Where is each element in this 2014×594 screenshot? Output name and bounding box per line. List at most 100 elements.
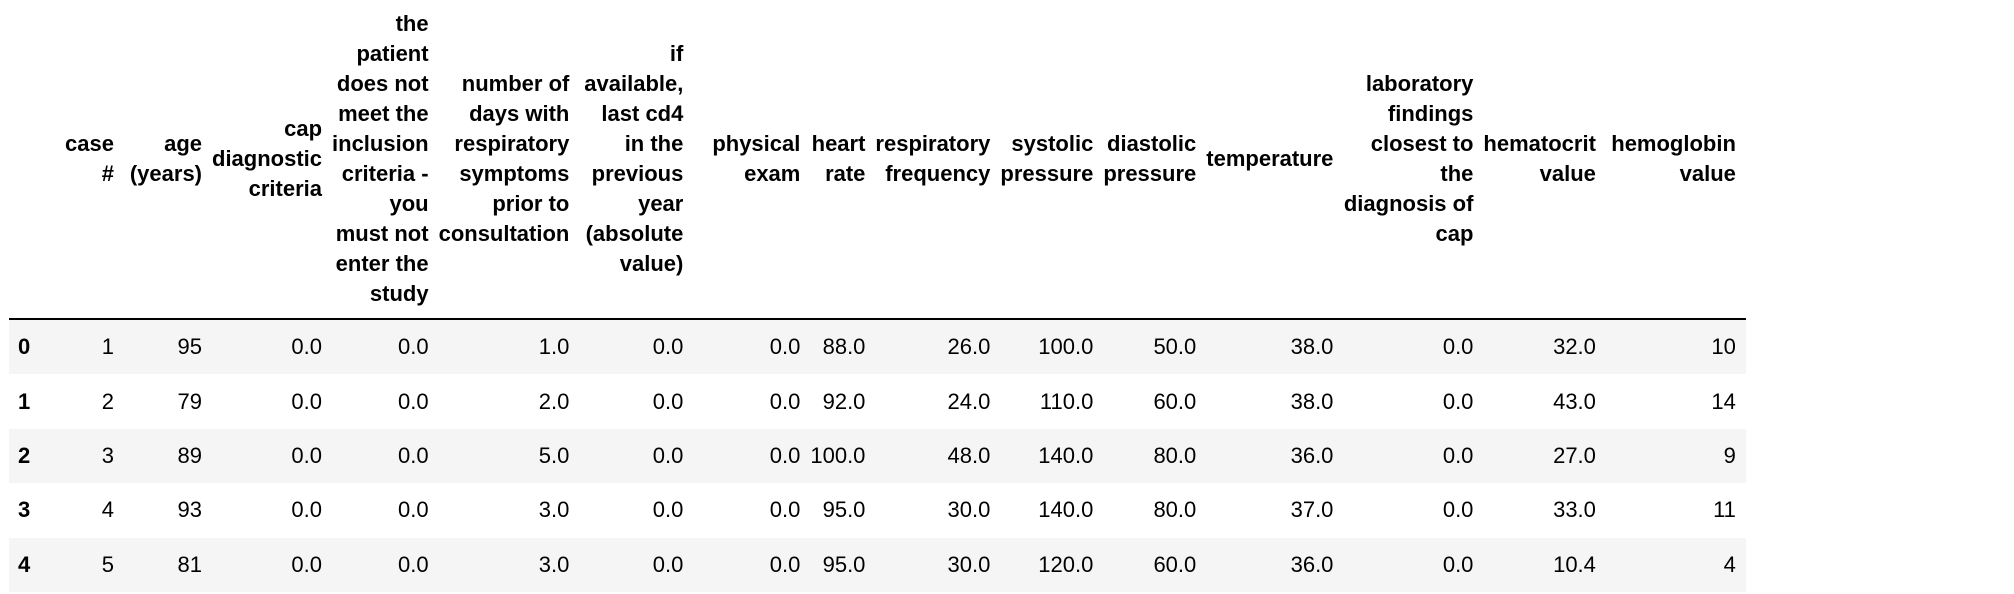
table-cell: 0.0 <box>1442 388 1474 414</box>
table-cell: 3.0 <box>538 497 570 523</box>
table-cell: 1.0 <box>538 334 570 360</box>
table-cell: 48.0 <box>947 442 991 468</box>
table-cell: 0.0 <box>291 334 323 360</box>
column-header: age (years) <box>124 0 212 319</box>
table-cell: 0.0 <box>291 442 323 468</box>
table-cell: 0.0 <box>397 442 429 468</box>
table-cell: 5.0 <box>538 442 570 468</box>
table-cell: 2 <box>101 388 114 414</box>
column-header-label: cap diagnostic criteria <box>212 116 323 201</box>
table-cell: 0.0 <box>769 334 801 360</box>
table-cell: 92.0 <box>822 388 866 414</box>
table-cell: 0.0 <box>291 497 323 523</box>
table-row: 4 5 81 0.0 0.0 3.0 0.0 0.0 95.0 30.0 120.0 60.0 36.0… <box>9 537 1746 592</box>
table-row: 3 4 93 0.0 0.0 3.0 0.0 0.0 95.0 30.0 140.0 80.0 37.0… <box>9 483 1746 538</box>
index-header <box>9 0 49 319</box>
table-cell: 79 <box>177 388 202 414</box>
table-cell: 80.0 <box>1153 497 1197 523</box>
row-index: 2 <box>18 442 31 468</box>
table-row: 0 1 95 0.0 0.0 1.0 0.0 0.0 88.0 26.0 100.0 50.0 38.0… <box>9 319 1746 375</box>
table-cell: 10 <box>1711 334 1736 360</box>
table-cell: 0.0 <box>652 442 684 468</box>
table-cell: 0.0 <box>397 388 429 414</box>
table-cell: 0.0 <box>291 388 323 414</box>
table-cell: 0.0 <box>769 551 801 577</box>
table-cell: 0.0 <box>652 497 684 523</box>
column-header-label: respiratory frequency <box>875 131 991 186</box>
table-cell: 81 <box>177 551 202 577</box>
table-cell: 100.0 <box>1038 334 1094 360</box>
table-cell: 38.0 <box>1290 388 1334 414</box>
column-header: if available, last cd4 in the previous y… <box>579 0 693 319</box>
column-header-label: number of days with respiratory symptoms… <box>438 71 570 246</box>
table-cell: 0.0 <box>652 551 684 577</box>
column-header-label: age (years) <box>129 131 202 186</box>
table-cell: 11 <box>1713 497 1736 523</box>
table-body: 0 1 95 0.0 0.0 1.0 0.0 0.0 88.0 26.0 100.0 50.0 38.0… <box>9 319 1746 592</box>
table-cell: 24.0 <box>947 388 991 414</box>
column-header: heart rate <box>810 0 875 319</box>
row-index: 1 <box>18 388 31 414</box>
row-index: 3 <box>18 497 31 523</box>
column-header: hemoglobin value <box>1606 0 1746 319</box>
table-cell: 100.0 <box>810 442 866 468</box>
dataframe-table: case # age (years) cap diagnostic criter… <box>9 0 1746 592</box>
column-header-label: if available, last cd4 in the previous y… <box>584 41 684 276</box>
column-header-label: hematocrit value <box>1483 131 1596 186</box>
table-cell: 36.0 <box>1290 442 1334 468</box>
column-header-label: hemoglobin value <box>1611 131 1736 186</box>
column-header: respiratory frequency <box>875 0 1000 319</box>
table-cell: 2.0 <box>538 388 570 414</box>
column-header: temperature <box>1206 0 1343 319</box>
column-header-label: heart rate <box>811 131 866 186</box>
table-cell: 95.0 <box>822 497 866 523</box>
column-header-label: the patient does not meet the inclusion … <box>332 11 429 306</box>
column-header: laboratory findings closest to the diagn… <box>1343 0 1483 319</box>
column-header: case # <box>49 0 124 319</box>
table-cell: 0.0 <box>1442 497 1474 523</box>
table-cell: 0.0 <box>652 388 684 414</box>
table-cell: 36.0 <box>1290 551 1334 577</box>
table-cell: 0.0 <box>1442 551 1474 577</box>
table-cell: 27.0 <box>1553 442 1596 468</box>
column-header: the patient does not meet the inclusion … <box>332 0 439 319</box>
table-cell: 0.0 <box>291 551 323 577</box>
table-cell: 60.0 <box>1153 388 1197 414</box>
row-index: 0 <box>18 334 31 360</box>
table-cell: 5 <box>101 551 114 577</box>
column-header-label: case # <box>65 131 114 186</box>
table-cell: 9 <box>1723 442 1736 468</box>
column-header: number of days with respiratory symptoms… <box>439 0 580 319</box>
table-cell: 1 <box>101 334 114 360</box>
column-header-label: physical exam <box>712 131 801 186</box>
table-cell: 120.0 <box>1038 551 1094 577</box>
table-cell: 30.0 <box>947 551 991 577</box>
table-row: 2 3 89 0.0 0.0 5.0 0.0 0.0 100.0 48.0 140.0 80.0 36.… <box>9 428 1746 484</box>
table-cell: 60.0 <box>1153 551 1197 577</box>
column-header-label: temperature <box>1206 146 1334 171</box>
table-cell: 26.0 <box>947 334 991 360</box>
table-cell: 93 <box>177 497 202 523</box>
row-index: 4 <box>18 551 31 577</box>
column-header-label: systolic pressure <box>1000 131 1094 186</box>
table-cell: 14 <box>1711 388 1736 414</box>
table-row: 1 2 79 0.0 0.0 2.0 0.0 0.0 92.0 24.0 110.0 60.0 38.0… <box>9 374 1746 429</box>
column-header: cap diagnostic criteria <box>212 0 332 319</box>
table-cell: 43.0 <box>1553 388 1596 414</box>
table-cell: 0.0 <box>769 442 801 468</box>
table-cell: 32.0 <box>1553 334 1596 360</box>
table-cell: 30.0 <box>947 497 991 523</box>
table-cell: 95.0 <box>822 551 866 577</box>
column-header: systolic pressure <box>1000 0 1103 319</box>
table-cell: 0.0 <box>1442 442 1474 468</box>
table-cell: 0.0 <box>769 388 801 414</box>
table-cell: 4 <box>101 497 114 523</box>
column-header-label: diastolic pressure <box>1103 131 1197 186</box>
table-cell: 0.0 <box>769 497 801 523</box>
table-cell: 0.0 <box>397 551 429 577</box>
table-cell: 110.0 <box>1039 388 1094 414</box>
column-header: diastolic pressure <box>1103 0 1206 319</box>
table-cell: 80.0 <box>1153 442 1197 468</box>
table-cell: 89 <box>177 442 202 468</box>
